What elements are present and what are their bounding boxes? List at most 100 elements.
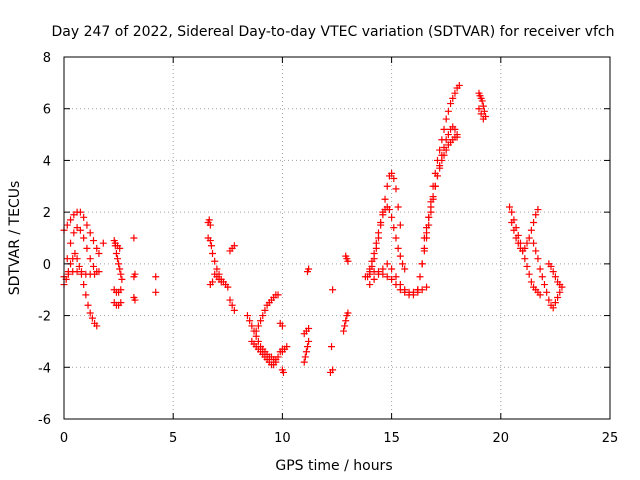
data-point — [506, 203, 514, 211]
series-seg-2 — [99, 234, 160, 309]
data-point — [91, 270, 99, 278]
data-point — [401, 265, 409, 273]
x-tick-label: 5 — [169, 431, 177, 446]
data-point — [436, 164, 444, 172]
data-point — [340, 327, 348, 335]
data-point — [374, 270, 382, 278]
data-point — [93, 322, 101, 330]
data-point — [447, 100, 455, 108]
data-point — [206, 237, 214, 245]
data-point — [370, 250, 378, 258]
data-point — [361, 273, 369, 281]
data-point — [440, 151, 448, 159]
data-point — [383, 182, 391, 190]
data-point — [88, 314, 96, 322]
data-point — [213, 265, 221, 273]
data-point — [540, 281, 548, 289]
data-point — [442, 146, 450, 154]
data-point — [388, 213, 396, 221]
data-point — [547, 262, 555, 270]
data-point — [272, 358, 280, 366]
data-point — [525, 234, 533, 242]
data-point — [305, 337, 313, 345]
data-point — [383, 273, 391, 281]
data-point — [521, 244, 529, 252]
data-point — [63, 255, 71, 263]
data-point — [556, 288, 564, 296]
data-point — [396, 221, 404, 229]
data-point — [399, 260, 407, 268]
data-point — [479, 115, 487, 123]
data-point — [344, 309, 352, 317]
data-point — [394, 244, 402, 252]
data-point — [479, 102, 487, 110]
data-point — [84, 301, 92, 309]
data-point — [118, 275, 126, 283]
data-point — [396, 252, 404, 260]
data-point — [477, 110, 485, 118]
data-point — [116, 265, 124, 273]
data-point — [438, 156, 446, 164]
data-point — [420, 234, 428, 242]
data-point — [449, 94, 457, 102]
data-point — [243, 312, 251, 320]
data-point — [366, 270, 374, 278]
series-seg-9b — [248, 337, 280, 369]
data-point — [206, 221, 214, 229]
data-point — [372, 239, 380, 247]
plot-area-border — [63, 56, 611, 420]
data-point — [283, 343, 291, 351]
data-point — [425, 213, 433, 221]
data-point — [453, 133, 461, 141]
data-point — [226, 296, 234, 304]
data-point — [444, 131, 452, 139]
data-point — [117, 270, 125, 278]
data-point — [70, 229, 78, 237]
data-point — [538, 273, 546, 281]
data-point — [442, 136, 450, 144]
data-point — [549, 304, 557, 312]
data-point — [442, 115, 450, 123]
data-point — [86, 229, 94, 237]
x-tick-labels: 0 5 10 15 20 25 — [60, 431, 618, 446]
x-tick-label: 20 — [493, 431, 510, 446]
data-point — [209, 278, 217, 286]
data-point — [75, 262, 83, 270]
data-point — [508, 218, 516, 226]
data-point — [305, 325, 313, 332]
data-point — [252, 327, 260, 335]
data-point — [95, 268, 103, 276]
data-point — [392, 234, 400, 242]
data-point — [86, 309, 94, 317]
data-point — [304, 343, 312, 351]
y-tick-label: -2 — [38, 310, 51, 325]
y-tick-label: -6 — [38, 413, 51, 428]
data-point — [329, 366, 337, 374]
data-point — [551, 273, 559, 281]
data-point — [130, 273, 138, 281]
data-point — [414, 286, 422, 294]
data-point — [418, 260, 426, 268]
data-point — [278, 322, 286, 330]
data-point — [534, 206, 542, 214]
data-point — [379, 211, 387, 219]
data-point — [80, 234, 88, 242]
data-point — [381, 195, 389, 203]
data-point — [130, 293, 138, 301]
data-point — [409, 291, 417, 299]
y-tick-label: 0 — [43, 258, 51, 273]
data-point — [394, 203, 402, 211]
data-point — [114, 255, 122, 263]
data-points — [60, 81, 566, 376]
x-tick-label: 0 — [60, 431, 68, 446]
data-point — [224, 283, 232, 291]
data-point — [455, 81, 463, 89]
data-point — [328, 343, 336, 351]
data-point — [388, 275, 396, 283]
data-point — [390, 224, 398, 232]
data-point — [93, 244, 101, 252]
data-point — [451, 125, 459, 133]
data-point — [152, 288, 160, 296]
data-point — [207, 242, 215, 250]
data-point — [80, 281, 88, 289]
